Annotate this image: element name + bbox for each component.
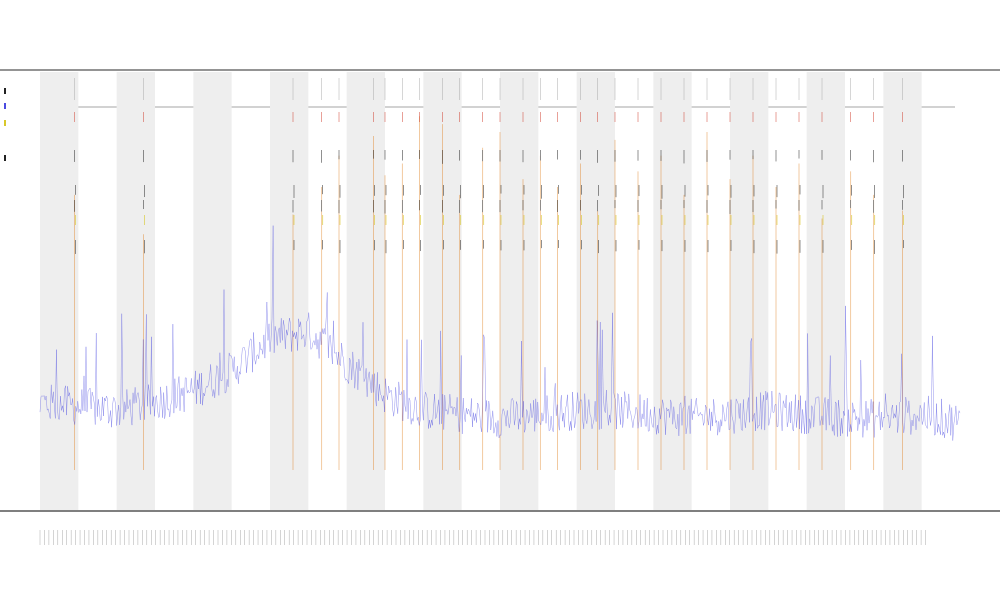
- legend-swatch-3: [4, 155, 6, 161]
- band-4: [193, 72, 232, 510]
- x-tick-labels: [39, 530, 926, 545]
- band-18: [730, 72, 769, 510]
- alternating-bands: [40, 72, 922, 510]
- legend: [4, 88, 6, 161]
- band-14: [576, 72, 615, 510]
- band-6: [270, 72, 309, 510]
- band-16: [653, 72, 692, 510]
- legend-swatch-2: [4, 120, 6, 126]
- band-0: [40, 72, 79, 510]
- band-2: [116, 72, 155, 510]
- band-20: [806, 72, 845, 510]
- band-12: [500, 72, 539, 510]
- band-8: [346, 72, 385, 510]
- baseline-line: [39, 225, 961, 441]
- legend-swatch-1: [4, 103, 6, 109]
- baseline-series: [39, 225, 961, 441]
- legend-swatch-0: [4, 88, 6, 94]
